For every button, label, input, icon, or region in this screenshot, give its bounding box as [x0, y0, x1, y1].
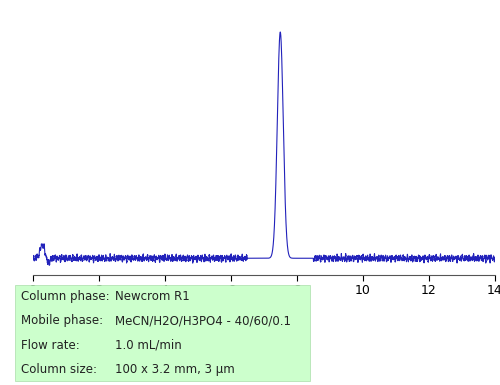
- Text: Column phase:: Column phase:: [21, 290, 110, 303]
- Text: Column size:: Column size:: [21, 363, 97, 376]
- Text: Newcrom R1: Newcrom R1: [115, 290, 190, 303]
- Text: 100 x 3.2 mm, 3 μm: 100 x 3.2 mm, 3 μm: [115, 363, 235, 376]
- Text: Mobile phase:: Mobile phase:: [21, 315, 103, 328]
- Text: 1.0 mL/min: 1.0 mL/min: [115, 338, 182, 352]
- Text: MeCN/H2O/H3PO4 - 40/60/0.1: MeCN/H2O/H3PO4 - 40/60/0.1: [115, 315, 291, 328]
- Text: Flow rate:: Flow rate:: [21, 338, 80, 352]
